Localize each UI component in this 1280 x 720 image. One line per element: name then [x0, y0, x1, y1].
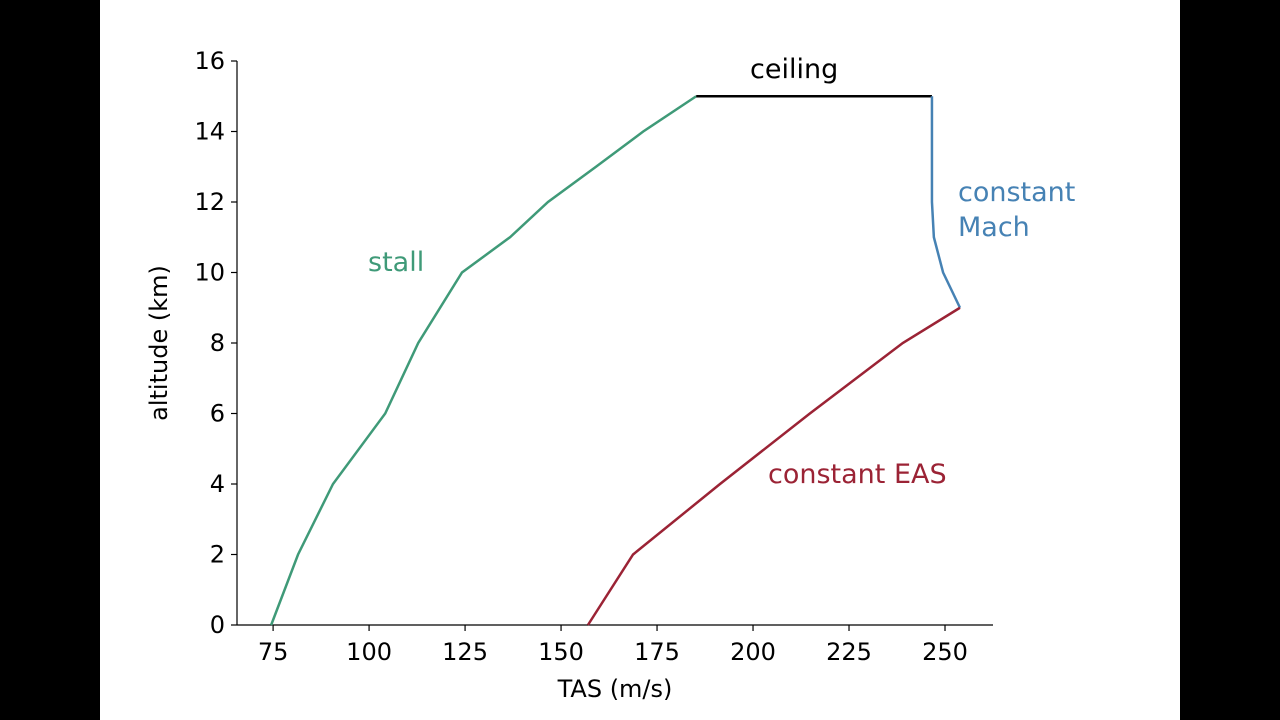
x-axis-label: TAS (m/s) [557, 675, 673, 703]
y-tick-label: 14 [194, 118, 225, 146]
x-tick-label: 200 [730, 638, 776, 666]
x-tick-label: 100 [346, 638, 392, 666]
x-tick-label: 250 [922, 638, 968, 666]
series-label: constant EAS [768, 459, 947, 490]
y-axis-label: altitude (km) [145, 265, 173, 421]
y-tick-label: 4 [210, 470, 225, 498]
y-tick-label: 0 [210, 611, 225, 639]
series-label: ceiling [750, 54, 839, 85]
series-label: stall [368, 247, 425, 278]
x-tick-label: 75 [258, 638, 289, 666]
x-tick-label: 125 [442, 638, 488, 666]
x-tick-label: 175 [634, 638, 680, 666]
series-line [930, 96, 962, 309]
series-label: constant Mach [958, 177, 1076, 243]
y-tick-label: 16 [194, 47, 225, 75]
y-tick-label: 2 [210, 541, 225, 569]
series-line [586, 306, 961, 626]
y-tick-label: 12 [194, 188, 225, 216]
y-tick-label: 6 [210, 400, 225, 428]
x-tick-label: 225 [826, 638, 872, 666]
x-tick-label: 150 [538, 638, 584, 666]
y-tick-label: 8 [210, 329, 225, 357]
series-line [270, 95, 697, 626]
y-tick-label: 10 [194, 259, 225, 287]
